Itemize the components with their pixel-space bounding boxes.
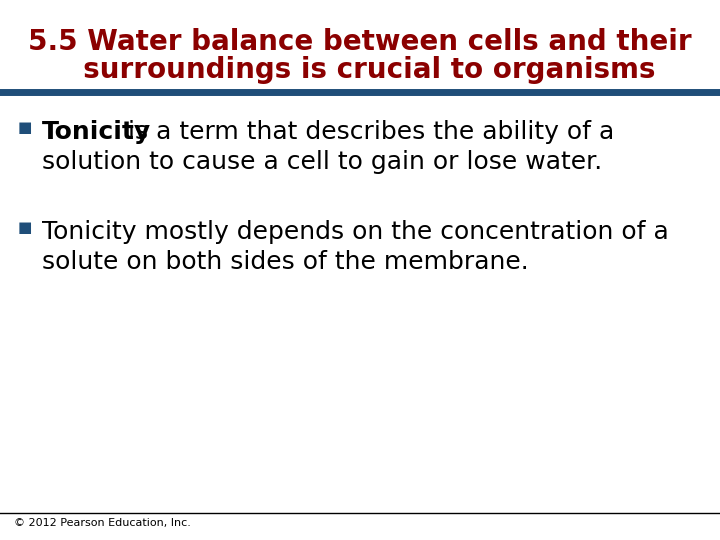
Text: Tonicity: Tonicity bbox=[42, 120, 151, 144]
Text: solution to cause a cell to gain or lose water.: solution to cause a cell to gain or lose… bbox=[42, 150, 602, 174]
Text: is a term that describes the ability of a: is a term that describes the ability of … bbox=[120, 120, 614, 144]
Text: ■: ■ bbox=[18, 220, 32, 235]
Text: solute on both sides of the membrane.: solute on both sides of the membrane. bbox=[42, 250, 528, 274]
Text: surroundings is crucial to organisms: surroundings is crucial to organisms bbox=[64, 56, 656, 84]
Text: 5.5 Water balance between cells and their: 5.5 Water balance between cells and thei… bbox=[28, 28, 692, 56]
Text: © 2012 Pearson Education, Inc.: © 2012 Pearson Education, Inc. bbox=[14, 518, 191, 528]
Text: ■: ■ bbox=[18, 120, 32, 135]
Text: Tonicity mostly depends on the concentration of a: Tonicity mostly depends on the concentra… bbox=[42, 220, 669, 244]
